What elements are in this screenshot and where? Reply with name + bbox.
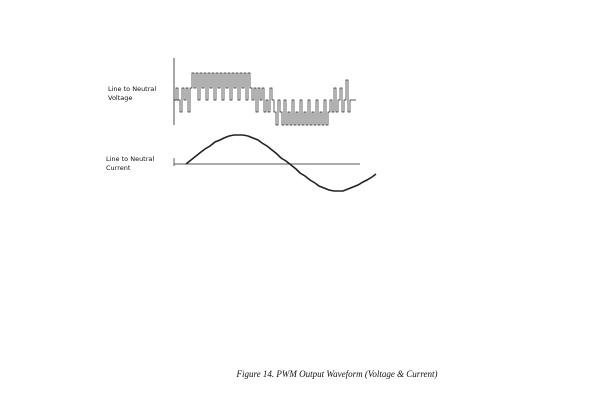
voltage-label: Voltage [108,94,132,102]
current-label: Current [106,164,131,172]
caption: Figure 14. PWM Output Waveform (Voltage … [236,369,438,379]
voltage-waveform [175,72,356,126]
current-label: Line to Neutral [106,155,154,163]
current-waveform [185,134,377,192]
voltage-label: Line to Neutral [108,85,156,93]
